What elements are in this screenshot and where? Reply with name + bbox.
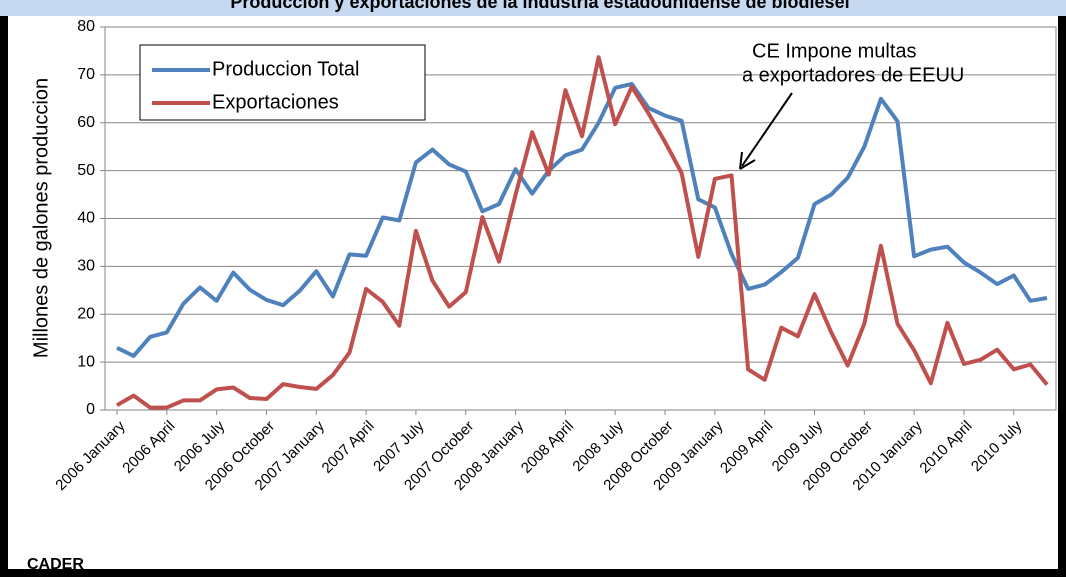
source: CADER	[27, 556, 84, 573]
series-line	[116, 82, 1048, 358]
annotation: CE Impone multas	[752, 40, 917, 62]
y-tick-label: 50	[77, 162, 95, 179]
y-tick-label: 20	[77, 305, 95, 322]
annotation-arrowhead	[739, 151, 756, 170]
legend-box	[139, 44, 426, 121]
y-tick-label: 70	[77, 66, 95, 83]
title-bar	[0, 0, 1066, 16]
y-tick-label: 40	[77, 210, 95, 227]
y-axis-label: Millones de galones produccion	[30, 78, 52, 358]
y-tick-label: 80	[77, 18, 95, 35]
annotation: a exportadores de EEUU	[742, 64, 964, 86]
series-line	[115, 55, 1049, 410]
y-tick-label: 0	[86, 401, 95, 418]
annotation-arrow	[741, 92, 793, 167]
y-tick-label: 30	[77, 258, 95, 275]
y-tick-label: 10	[77, 353, 95, 370]
plot-border	[104, 26, 1057, 411]
y-tick-label: 60	[77, 114, 95, 131]
legend-label: Produccion Total	[212, 58, 360, 80]
chart-title: Produccion y exportaciones de la industr…	[230, 0, 849, 12]
legend-label: Exportaciones	[212, 91, 339, 113]
